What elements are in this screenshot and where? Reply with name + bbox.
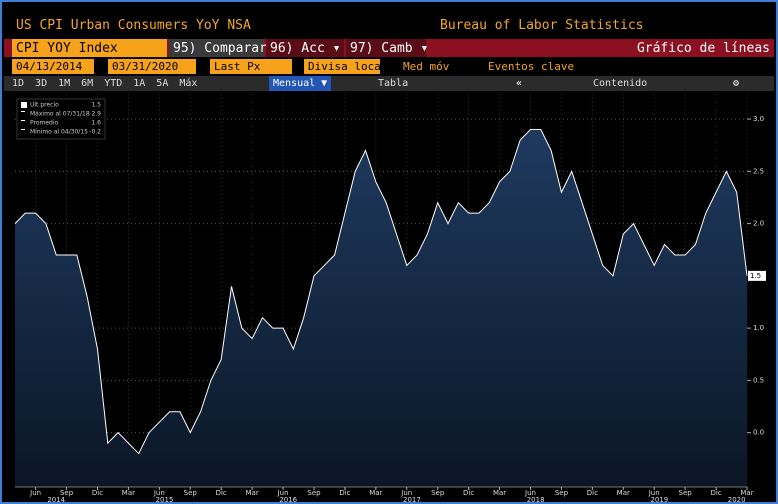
x-tick-label: Dic bbox=[339, 489, 350, 497]
x-tick-label: Mar bbox=[617, 489, 630, 497]
legend-swatch bbox=[21, 102, 27, 108]
period-button[interactable]: 1M bbox=[58, 78, 71, 89]
year-label: 2020 bbox=[728, 496, 746, 502]
period-button[interactable]: 5A bbox=[156, 78, 169, 89]
ticker[interactable]: CPI YOY Index bbox=[12, 39, 167, 57]
x-tick-label: Jun bbox=[29, 489, 41, 497]
x-tick-label: Mar bbox=[493, 489, 506, 497]
command-bar: CPI YOY Index 95) Comparar 96) Acc ▾ 97)… bbox=[4, 39, 774, 57]
field[interactable]: Last Px bbox=[210, 59, 292, 74]
period-button[interactable]: 6M bbox=[81, 78, 94, 89]
legend-swatch bbox=[21, 120, 25, 121]
legend-value: 1.5 bbox=[91, 102, 101, 109]
y-tick-label: 2.0 bbox=[753, 220, 764, 228]
x-tick-label: Mar bbox=[369, 489, 382, 497]
legend-label: Mínimo al 04/30/15 bbox=[30, 129, 88, 136]
chart: 0.0 0.5 1.0 2.0 2.5 3.0 1.5 Jun Sep Dic Mar Jun Sep D… bbox=[14, 94, 766, 502]
year-label: 2015 bbox=[156, 496, 174, 502]
period-button[interactable]: 1A bbox=[133, 78, 146, 89]
compare-button[interactable]: 95) Comparar bbox=[169, 39, 267, 57]
x-tick-label: Mar bbox=[122, 489, 135, 497]
year-label: 2019 bbox=[650, 496, 668, 502]
last-price-label: 1.5 bbox=[750, 272, 761, 280]
settings[interactable]: ⚙ bbox=[733, 78, 740, 89]
last-price-tag bbox=[748, 270, 766, 281]
area bbox=[15, 129, 747, 487]
legend-label: Ult precio bbox=[30, 102, 59, 109]
legend-label: Promedio bbox=[30, 120, 59, 127]
x-tick-label: Dic bbox=[587, 489, 598, 497]
year-label: 2018 bbox=[527, 496, 545, 502]
x-tick-label: Dic bbox=[710, 489, 721, 497]
legend-value: 1.6 bbox=[91, 120, 101, 127]
period-button[interactable]: 3D bbox=[35, 78, 48, 89]
x-tick-label: Jun bbox=[524, 489, 536, 497]
end-date[interactable]: 03/31/2020 bbox=[108, 59, 196, 74]
x-tick-label: Mar bbox=[740, 489, 753, 497]
year-label: 2017 bbox=[403, 496, 421, 502]
y-tick-label: 3.0 bbox=[753, 115, 764, 123]
header-bar: US CPI Urban Consumers YoY NSA Bureau of… bbox=[4, 16, 774, 34]
legend-swatch bbox=[21, 129, 25, 130]
legend-value: 2.9 bbox=[91, 111, 101, 118]
contents-button[interactable]: Contenido bbox=[593, 78, 648, 89]
collapse[interactable]: « bbox=[516, 78, 523, 89]
x-tick-label: Jun bbox=[153, 489, 165, 497]
y-tick-label: 0.5 bbox=[753, 376, 764, 384]
year-label: 2014 bbox=[47, 496, 65, 502]
x-tick-label: Jun bbox=[277, 489, 289, 497]
period-buttons: 1D 3D 1M 6M YTD 1A 5A Máx bbox=[8, 76, 201, 91]
change-button[interactable]: 97) Camb ▾ bbox=[346, 39, 428, 57]
x-tick-label: Dic bbox=[463, 489, 474, 497]
period-button[interactable]: YTD bbox=[104, 78, 123, 89]
x-tick-label: Sep bbox=[307, 489, 321, 497]
chart-type: Gráfico de líneas bbox=[636, 40, 770, 56]
y-tick-label: 2.5 bbox=[753, 167, 764, 175]
legend-value: -0.2 bbox=[89, 129, 101, 136]
x-tick-label: Sep bbox=[431, 489, 445, 497]
period-bar: 1D 3D 1M 6M YTD 1A 5A Máx Mensual ▼ Tabla « Con… bbox=[4, 76, 774, 91]
actions-button[interactable]: 96) Acc ▾ bbox=[266, 39, 344, 57]
x-tick-label: Jun bbox=[648, 489, 660, 497]
x-tick-label: Dic bbox=[216, 489, 227, 497]
period-button[interactable]: 1D bbox=[12, 78, 25, 89]
events[interactable]: Eventos clave bbox=[488, 60, 575, 73]
x-tick-label: Sep bbox=[184, 489, 198, 497]
frequency[interactable]: Mensual ▼ bbox=[269, 76, 332, 91]
legend-box bbox=[16, 98, 106, 140]
y-tick-label: 1.0 bbox=[753, 324, 764, 332]
legend-label: Máximo al 07/31/18 bbox=[30, 111, 90, 118]
y-tick-label: 0.0 bbox=[753, 429, 764, 437]
start-date[interactable]: 04/13/2014 bbox=[12, 59, 94, 74]
currency[interactable]: Divisa loca bbox=[304, 59, 381, 74]
settings-bar: 04/13/2014 03/31/2020 Last Px Divisa loc… bbox=[4, 59, 774, 74]
legend-swatch bbox=[21, 111, 25, 112]
x-tick-label: Mar bbox=[246, 489, 259, 497]
chart-title: US CPI Urban Consumers YoY NSA bbox=[16, 17, 251, 33]
source: Bureau of Labor Statistics bbox=[440, 17, 644, 33]
year-label: 2016 bbox=[279, 496, 297, 502]
x-tick-label: Sep bbox=[555, 489, 569, 497]
x-tick-label: Sep bbox=[60, 489, 74, 497]
period-button[interactable]: Máx bbox=[179, 78, 198, 89]
x-tick-label: Jun bbox=[400, 489, 412, 497]
line bbox=[14, 129, 748, 455]
x-tick-label: Sep bbox=[679, 489, 693, 497]
table-button[interactable]: Tabla bbox=[378, 78, 409, 89]
moving-average[interactable]: Med móv bbox=[403, 60, 450, 73]
x-tick-label: Dic bbox=[92, 489, 103, 497]
